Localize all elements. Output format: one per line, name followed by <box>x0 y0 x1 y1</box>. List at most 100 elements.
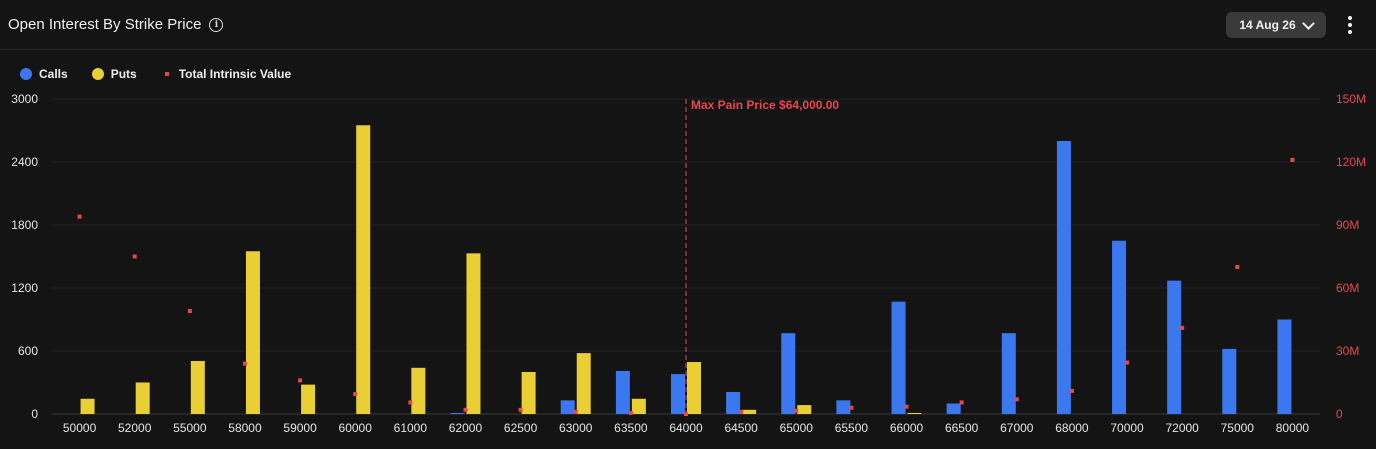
x-tick-label: 64000 <box>669 421 703 435</box>
calls-bar <box>1222 348 1237 414</box>
legend-calls-label: Calls <box>39 67 68 81</box>
page-title: Open Interest By Strike Price <box>8 16 202 33</box>
intrinsic-point <box>518 407 523 412</box>
calls-bar <box>1277 319 1292 414</box>
intrinsic-point <box>573 409 578 414</box>
x-tick-label: 75000 <box>1221 421 1255 435</box>
chart-title-group: Open Interest By Strike Price i <box>8 16 224 33</box>
intrinsic-point <box>77 214 82 219</box>
intrinsic-point <box>1125 360 1130 365</box>
intrinsic-point <box>904 404 909 409</box>
intrinsic-point <box>463 407 468 412</box>
intrinsic-point <box>628 410 633 415</box>
y-left-tick-label: 0 <box>31 407 38 421</box>
legend-intrinsic-label: Total Intrinsic Value <box>178 67 292 81</box>
chart-legend: Calls Puts Total Intrinsic Value <box>20 67 315 81</box>
puts-bar <box>356 125 371 414</box>
intrinsic-point <box>959 400 964 405</box>
calls-bar <box>671 374 685 414</box>
puts-bar <box>797 405 812 414</box>
y-left-tick-label: 2400 <box>11 155 38 169</box>
x-tick-label: 62500 <box>504 421 538 435</box>
intrinsic-point <box>849 405 854 410</box>
puts-bar <box>190 360 205 414</box>
intrinsic-point <box>353 392 358 397</box>
intrinsic-point <box>1069 388 1074 393</box>
x-tick-label: 59000 <box>283 421 317 435</box>
puts-bar <box>466 253 481 414</box>
x-tick-label: 64500 <box>724 421 758 435</box>
x-tick-label: 67000 <box>1000 421 1034 435</box>
calls-bar <box>1056 141 1071 414</box>
intrinsic-point <box>1180 325 1185 330</box>
puts-bar <box>80 398 95 414</box>
calls-bar <box>1112 240 1127 414</box>
legend-calls-marker <box>20 68 32 80</box>
puts-bar <box>687 362 701 414</box>
puts-bar <box>521 372 536 414</box>
y-left-tick-label: 600 <box>18 344 38 358</box>
intrinsic-point <box>298 378 303 383</box>
x-tick-label: 72000 <box>1165 421 1199 435</box>
y-right-tick-label: 60M <box>1336 281 1359 295</box>
intrinsic-point <box>1014 397 1019 402</box>
x-tick-label: 66500 <box>945 421 979 435</box>
calls-bar <box>615 370 630 414</box>
calls-bar <box>1167 280 1182 414</box>
puts-bar <box>135 382 150 414</box>
puts-bar <box>576 353 591 414</box>
x-tick-label: 55000 <box>173 421 207 435</box>
x-tick-label: 63000 <box>559 421 593 435</box>
x-tick-label: 70000 <box>1110 421 1144 435</box>
legend-puts-label: Puts <box>110 67 137 81</box>
x-tick-label: 52000 <box>118 421 152 435</box>
calls-bar <box>560 400 575 414</box>
calls-bar <box>450 412 465 414</box>
x-tick-label: 65500 <box>835 421 869 435</box>
intrinsic-point <box>794 408 799 413</box>
y-left-tick-label: 3000 <box>11 92 38 106</box>
x-tick-label: 80000 <box>1276 421 1310 435</box>
x-tick-label: 65000 <box>780 421 814 435</box>
intrinsic-point <box>1290 157 1295 162</box>
x-tick-label: 66000 <box>890 421 924 435</box>
x-tick-label: 50000 <box>63 421 97 435</box>
calls-bar <box>836 400 851 414</box>
puts-bar <box>631 398 646 414</box>
legend-puts-marker <box>91 68 104 80</box>
more-vertical-icon[interactable] <box>1344 13 1356 37</box>
max-pain-label: Max Pain Price $64,000.00 <box>691 98 839 112</box>
calls-bar <box>891 301 906 414</box>
x-tick-label: 63500 <box>614 421 648 435</box>
calls-bar <box>726 391 741 414</box>
intrinsic-point <box>739 409 744 414</box>
card-header: Open Interest By Strike Price i 14 Aug 2… <box>0 0 1376 50</box>
intrinsic-point <box>187 309 192 314</box>
calls-bar <box>946 403 961 414</box>
intrinsic-point <box>408 400 413 405</box>
expiry-date-value: 14 Aug 26 <box>1239 18 1296 32</box>
x-tick-label: 58000 <box>228 421 262 435</box>
y-left-tick-label: 1200 <box>11 281 38 295</box>
expiry-date-dropdown[interactable]: 14 Aug 26 <box>1226 12 1326 38</box>
legend-calls[interactable]: Calls <box>20 67 68 81</box>
x-tick-label: 62000 <box>449 421 483 435</box>
puts-bar <box>301 384 316 414</box>
info-icon[interactable]: i <box>209 17 224 32</box>
puts-bar <box>742 409 757 414</box>
y-right-tick-label: 90M <box>1336 218 1359 232</box>
y-right-tick-label: 30M <box>1336 344 1359 358</box>
calls-bar <box>1001 333 1016 414</box>
x-tick-label: 61000 <box>394 421 428 435</box>
intrinsic-point <box>1235 265 1240 269</box>
x-tick-label: 60000 <box>339 421 373 435</box>
intrinsic-point <box>132 254 137 259</box>
legend-puts[interactable]: Puts <box>91 67 137 81</box>
x-tick-label: 68000 <box>1055 421 1089 435</box>
y-left-tick-label: 1800 <box>11 218 38 232</box>
legend-intrinsic-marker <box>164 72 169 76</box>
legend-intrinsic[interactable]: Total Intrinsic Value <box>161 67 291 81</box>
intrinsic-point <box>242 361 247 366</box>
